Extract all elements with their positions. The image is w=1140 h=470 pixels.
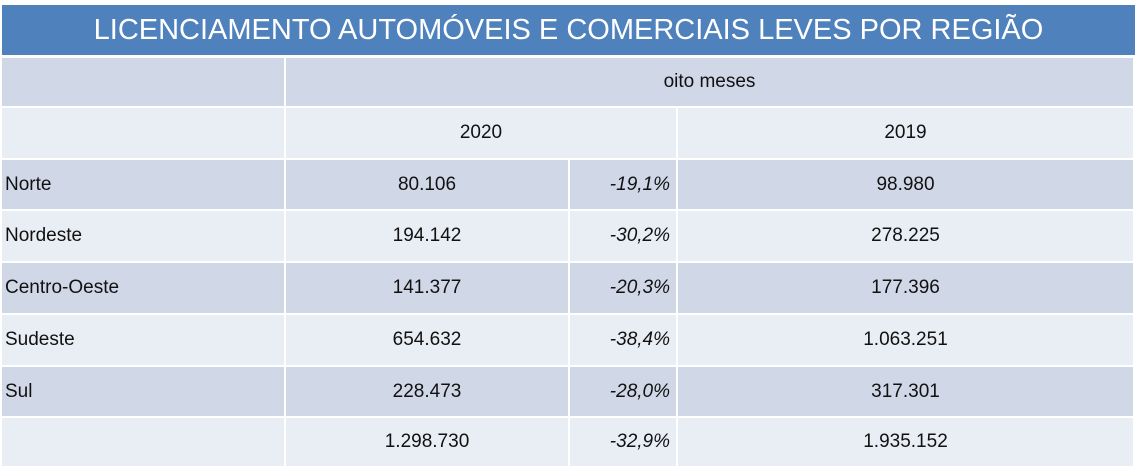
region-name: Sul — [2, 367, 286, 418]
group-header: oito meses — [286, 58, 1135, 108]
year-header: 2019 — [678, 108, 1135, 160]
value-cell: 654.632 — [286, 315, 570, 367]
table-title: LICENCIAMENTO AUTOMÓVEIS E COMERCIAIS LE… — [2, 5, 1135, 55]
empty-cell — [2, 58, 286, 108]
empty-cell — [2, 418, 286, 468]
value-cell: 177.396 — [678, 263, 1135, 315]
region-name: Nordeste — [2, 211, 286, 263]
value-cell: 317.301 — [678, 367, 1135, 418]
value-cell: 1.063.251 — [678, 315, 1135, 367]
region-name: Sudeste — [2, 315, 286, 367]
region-name: Norte — [2, 160, 286, 211]
value-cell: 228.473 — [286, 367, 570, 418]
change-cell: -19,1% — [570, 160, 678, 211]
value-cell: 80.106 — [286, 160, 570, 211]
change-cell: -38,4% — [570, 315, 678, 367]
total-cell: 1.935.152 — [678, 418, 1135, 468]
total-change-cell: -32,9% — [570, 418, 678, 468]
value-cell: 278.225 — [678, 211, 1135, 263]
value-cell: 194.142 — [286, 211, 570, 263]
change-cell: -20,3% — [570, 263, 678, 315]
value-cell: 98.980 — [678, 160, 1135, 211]
change-cell: -28,0% — [570, 367, 678, 418]
year-header: 2020 — [286, 108, 678, 160]
total-cell: 1.298.730 — [286, 418, 570, 468]
empty-cell — [2, 108, 286, 160]
value-cell: 141.377 — [286, 263, 570, 315]
region-name: Centro-Oeste — [2, 263, 286, 315]
change-cell: -30,2% — [570, 211, 678, 263]
